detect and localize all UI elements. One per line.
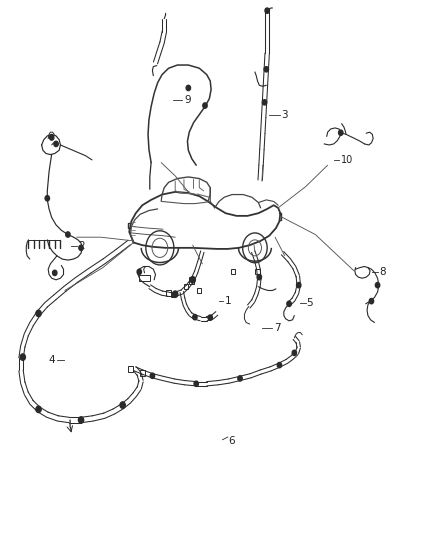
Text: 7: 7 — [274, 323, 280, 333]
Circle shape — [264, 67, 268, 72]
Circle shape — [238, 376, 242, 381]
Circle shape — [173, 291, 178, 297]
Text: 2: 2 — [78, 241, 85, 251]
Circle shape — [45, 196, 49, 201]
Circle shape — [54, 141, 58, 147]
Circle shape — [277, 362, 282, 368]
Bar — [171, 292, 175, 297]
Bar — [231, 269, 235, 274]
Circle shape — [265, 8, 269, 13]
Circle shape — [292, 350, 297, 356]
Circle shape — [339, 130, 343, 135]
Circle shape — [36, 406, 41, 413]
Circle shape — [49, 135, 54, 140]
Circle shape — [194, 381, 198, 386]
Circle shape — [297, 282, 301, 288]
Circle shape — [78, 417, 84, 423]
Circle shape — [150, 373, 155, 378]
Circle shape — [120, 402, 125, 408]
Circle shape — [369, 298, 374, 304]
Circle shape — [36, 310, 41, 317]
Circle shape — [66, 232, 70, 237]
Text: 1: 1 — [225, 296, 231, 306]
Circle shape — [53, 270, 57, 276]
Circle shape — [190, 277, 195, 283]
Text: 6: 6 — [229, 437, 235, 446]
Bar — [139, 275, 150, 281]
Bar — [189, 277, 194, 284]
Circle shape — [208, 315, 212, 320]
Text: 9: 9 — [184, 95, 191, 105]
Bar — [128, 366, 133, 372]
Text: 4: 4 — [48, 355, 55, 365]
Text: 8: 8 — [379, 267, 385, 277]
Circle shape — [193, 314, 197, 320]
Text: 3: 3 — [282, 110, 288, 119]
Text: 10: 10 — [341, 155, 353, 165]
Circle shape — [79, 245, 83, 251]
Circle shape — [257, 274, 261, 280]
Bar — [255, 269, 260, 274]
Circle shape — [262, 100, 267, 105]
Circle shape — [203, 103, 207, 108]
Circle shape — [20, 354, 25, 360]
Circle shape — [137, 269, 141, 274]
Bar — [166, 290, 171, 296]
Text: 5: 5 — [307, 298, 313, 308]
Bar — [140, 370, 145, 376]
Circle shape — [287, 301, 291, 306]
Bar — [184, 284, 188, 289]
Circle shape — [375, 282, 380, 288]
Circle shape — [186, 85, 191, 91]
Bar — [197, 288, 201, 293]
